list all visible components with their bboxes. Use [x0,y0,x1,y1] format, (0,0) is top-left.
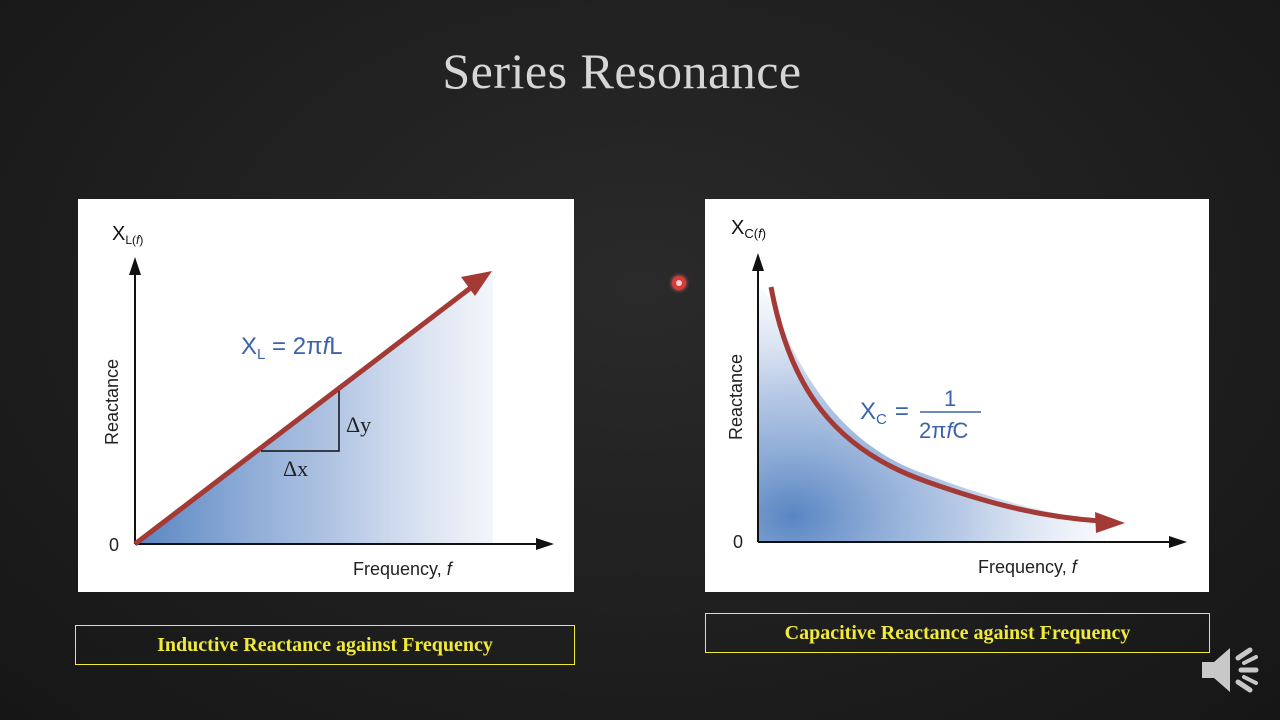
capacitive-caption: Capacitive Reactance against Frequency [705,613,1210,653]
delta-x-label: Δx [283,456,308,481]
capacitive-formula-numerator: 1 [944,386,956,411]
inductive-caption: Inductive Reactance against Frequency [75,625,575,665]
reactance-line-arrow [461,271,492,296]
inductive-diagram-svg: XL(f) Reactance 0 Frequency, f XL = 2πfL… [102,223,554,579]
y-axis-symbol: XL(f) [112,223,143,247]
x-axis-arrow [536,538,554,550]
origin-label: 0 [733,532,743,552]
x-axis-label: Frequency, f [353,559,454,579]
slide-title: Series Resonance [442,43,802,99]
y-axis-label: Reactance [726,354,746,440]
x-axis-label: Frequency, f [978,557,1079,577]
origin-label: 0 [109,535,119,555]
laser-pointer-icon [672,276,686,290]
reactance-line [133,284,475,546]
x-axis-arrow [1169,536,1187,548]
delta-y-label: Δy [346,412,371,437]
reactance-curve-arrow [1095,512,1125,533]
speaker-icon[interactable] [1198,640,1264,700]
capacitive-reactance-diagram: XC(f) Reactance 0 Frequency, f XC = 1 2πf… [705,199,1209,592]
capacitive-diagram-svg: XC(f) Reactance 0 Frequency, f XC = 1 2πf… [726,217,1187,577]
slope-triangle [261,391,340,452]
y-axis-arrow [752,253,764,271]
y-axis-label: Reactance [102,359,122,445]
capacitive-formula-denominator: 2πfC [919,418,969,443]
reactance-curve [768,286,1101,524]
inductive-reactance-diagram: XL(f) Reactance 0 Frequency, f XL = 2πfL… [78,199,574,592]
capacitive-formula-lhs: XC = [860,398,909,428]
area-under-curve [758,287,1105,542]
inductive-formula: XL = 2πfL [241,333,343,363]
y-axis-symbol: XC(f) [731,217,766,241]
y-axis-arrow [129,257,141,275]
